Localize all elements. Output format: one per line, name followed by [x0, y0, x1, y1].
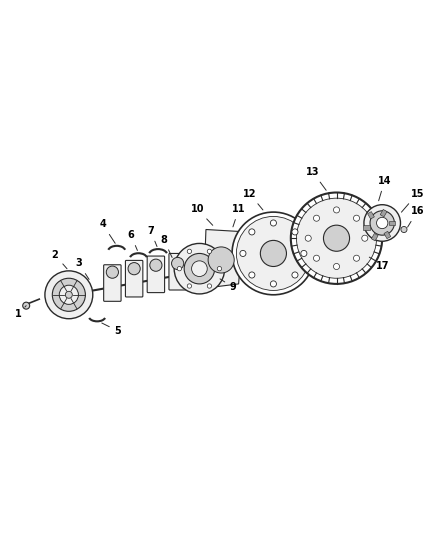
Circle shape	[362, 235, 368, 241]
Text: 4: 4	[99, 220, 115, 243]
Circle shape	[333, 207, 339, 213]
Circle shape	[207, 284, 212, 288]
Circle shape	[323, 225, 350, 251]
Bar	[367, 212, 374, 219]
Circle shape	[291, 192, 382, 284]
Bar	[389, 221, 395, 225]
Circle shape	[52, 278, 85, 311]
FancyBboxPatch shape	[169, 254, 186, 290]
Text: 11: 11	[232, 204, 246, 227]
Text: 13: 13	[306, 167, 326, 190]
Circle shape	[65, 292, 72, 298]
Circle shape	[249, 229, 255, 235]
Circle shape	[240, 251, 246, 256]
Text: 3: 3	[75, 259, 89, 279]
Bar	[380, 209, 387, 217]
Circle shape	[270, 281, 276, 287]
Circle shape	[59, 285, 78, 304]
Circle shape	[187, 249, 191, 254]
Text: 12: 12	[243, 189, 263, 210]
Text: 1: 1	[15, 305, 26, 319]
Circle shape	[23, 302, 30, 309]
Text: 5: 5	[102, 323, 121, 336]
Circle shape	[184, 254, 215, 284]
Circle shape	[377, 217, 388, 229]
Circle shape	[106, 266, 118, 278]
Circle shape	[370, 211, 394, 235]
Circle shape	[314, 215, 320, 221]
Polygon shape	[204, 230, 243, 288]
Circle shape	[172, 257, 184, 270]
FancyBboxPatch shape	[147, 256, 165, 293]
Circle shape	[333, 263, 339, 270]
Bar	[364, 225, 370, 230]
Circle shape	[207, 249, 212, 254]
Circle shape	[305, 235, 311, 241]
Bar	[384, 231, 391, 239]
Circle shape	[353, 255, 360, 261]
Circle shape	[297, 198, 377, 278]
Circle shape	[249, 272, 255, 278]
Text: 8: 8	[160, 235, 172, 257]
Circle shape	[260, 240, 286, 266]
Circle shape	[174, 244, 225, 294]
Circle shape	[232, 212, 315, 295]
Text: 6: 6	[127, 230, 138, 251]
Circle shape	[314, 255, 320, 261]
Circle shape	[128, 263, 140, 275]
Text: 14: 14	[378, 176, 392, 201]
Circle shape	[237, 216, 311, 290]
Text: 2: 2	[51, 250, 67, 269]
FancyBboxPatch shape	[104, 265, 121, 301]
Text: 16: 16	[408, 206, 424, 227]
Circle shape	[292, 229, 298, 235]
Circle shape	[187, 284, 191, 288]
Circle shape	[292, 272, 298, 278]
Circle shape	[353, 215, 360, 221]
Text: 9: 9	[220, 279, 237, 293]
Text: 17: 17	[369, 257, 389, 271]
Circle shape	[208, 247, 234, 273]
Text: 10: 10	[191, 204, 213, 225]
Circle shape	[364, 205, 400, 241]
Circle shape	[150, 259, 162, 271]
Circle shape	[177, 266, 182, 271]
Circle shape	[45, 271, 93, 319]
Circle shape	[401, 227, 407, 232]
Text: 15: 15	[402, 189, 424, 212]
Circle shape	[301, 251, 307, 256]
Circle shape	[191, 261, 207, 277]
Circle shape	[270, 220, 276, 226]
Circle shape	[217, 266, 222, 271]
Bar	[371, 233, 378, 241]
Text: 7: 7	[147, 226, 157, 247]
FancyBboxPatch shape	[125, 261, 143, 297]
